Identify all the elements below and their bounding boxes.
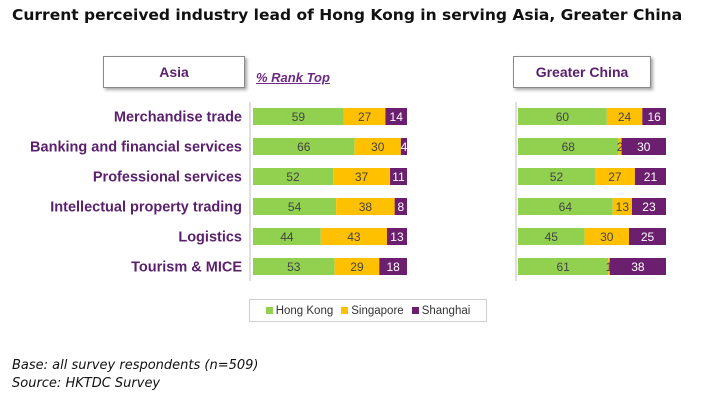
data-label-asia-merchandise-trade-hong-kong: 59 xyxy=(292,110,306,124)
bar-asia-logistics-hong-kong xyxy=(253,228,321,245)
category-label-banking-and-financial-services: Banking and financial services xyxy=(30,140,242,156)
data-label-greater-china-tourism-mice-singapore: 1 xyxy=(606,260,613,274)
bar-greater-china-tourism-mice-singapore xyxy=(608,258,610,275)
data-label-asia-intellectual-property-trading-singapore: 38 xyxy=(359,200,373,214)
data-label-asia-merchandise-trade-singapore: 27 xyxy=(358,110,372,124)
data-label-asia-banking-and-financial-services-hong-kong: 66 xyxy=(297,140,311,154)
data-label-greater-china-tourism-mice-hong-kong: 61 xyxy=(556,260,570,274)
data-label-greater-china-banking-and-financial-services-singapore: 2 xyxy=(617,140,624,154)
data-label-greater-china-merchandise-trade-singapore: 24 xyxy=(618,110,632,124)
bar-asia-professional-services-singapore xyxy=(333,168,391,185)
bar-greater-china-merchandise-trade-hong-kong xyxy=(518,108,607,125)
data-label-asia-intellectual-property-trading-shanghai: 8 xyxy=(397,200,404,214)
bar-greater-china-banking-and-financial-services-singapore xyxy=(618,138,622,155)
data-label-asia-tourism-mice-singapore: 29 xyxy=(350,260,364,274)
data-label-greater-china-professional-services-singapore: 27 xyxy=(608,170,622,184)
bar-asia-logistics-shanghai xyxy=(386,228,407,245)
bar-greater-china-tourism-mice-shanghai xyxy=(609,258,666,275)
bar-asia-logistics-singapore xyxy=(320,228,387,245)
bar-greater-china-professional-services-hong-kong xyxy=(518,168,595,185)
bar-greater-china-intellectual-property-trading-hong-kong xyxy=(518,198,613,215)
bar-asia-tourism-mice-hong-kong xyxy=(253,258,335,275)
data-label-greater-china-banking-and-financial-services-shanghai: 30 xyxy=(637,140,651,154)
greater-china-panel-header: Greater China xyxy=(513,56,651,88)
bar-greater-china-intellectual-property-trading-singapore xyxy=(612,198,632,215)
bar-asia-merchandise-trade-singapore xyxy=(343,108,386,125)
bar-asia-banking-and-financial-services-singapore xyxy=(354,138,401,155)
data-label-greater-china-professional-services-hong-kong: 52 xyxy=(550,170,564,184)
data-label-greater-china-intellectual-property-trading-singapore: 13 xyxy=(616,200,630,214)
bar-asia-banking-and-financial-services-shanghai xyxy=(400,138,407,155)
data-label-greater-china-tourism-mice-shanghai: 38 xyxy=(631,260,645,274)
data-label-asia-merchandise-trade-shanghai: 14 xyxy=(390,110,404,124)
legend-item-hong-kong: Hong Kong xyxy=(265,304,334,317)
legend-label-singapore: Singapore xyxy=(351,304,404,317)
bar-greater-china-logistics-hong-kong xyxy=(518,228,585,245)
data-label-greater-china-intellectual-property-trading-shanghai: 23 xyxy=(642,200,656,214)
legend-swatch-shanghai xyxy=(411,307,419,314)
legend-item-singapore: Singapore xyxy=(341,304,404,317)
bar-greater-china-tourism-mice-hong-kong xyxy=(518,258,609,275)
category-label-tourism-mice: Tourism & MICE xyxy=(131,260,242,276)
legend-label-shanghai: Shanghai xyxy=(421,304,471,317)
bar-greater-china-intellectual-property-trading-shanghai xyxy=(631,198,666,215)
bar-asia-intellectual-property-trading-singapore xyxy=(336,198,395,215)
bar-greater-china-merchandise-trade-singapore xyxy=(606,108,643,125)
data-label-greater-china-merchandise-trade-hong-kong: 60 xyxy=(556,110,570,124)
rank-top-label: % Rank Top xyxy=(256,70,330,85)
data-label-asia-banking-and-financial-services-singapore: 30 xyxy=(371,140,385,154)
bar-greater-china-logistics-singapore xyxy=(584,228,629,245)
data-label-asia-banking-and-financial-services-shanghai: 4 xyxy=(401,140,408,154)
data-label-greater-china-merchandise-trade-shanghai: 16 xyxy=(647,110,661,124)
legend-swatch-singapore xyxy=(341,307,349,314)
category-label-intellectual-property-trading: Intellectual property trading xyxy=(50,200,242,216)
legend-label-hong-kong: Hong Kong xyxy=(275,304,334,317)
data-label-greater-china-logistics-singapore: 30 xyxy=(600,230,614,244)
data-label-asia-professional-services-singapore: 37 xyxy=(355,170,369,184)
data-label-asia-tourism-mice-hong-kong: 53 xyxy=(287,260,301,274)
chart-legend: Hong Kong Singapore Shanghai xyxy=(249,299,487,322)
footnote-source: Source: HKTDC Survey xyxy=(12,376,161,391)
legend-swatch-hong-kong xyxy=(265,307,273,314)
legend-item-shanghai: Shanghai xyxy=(411,304,471,317)
data-label-greater-china-intellectual-property-trading-hong-kong: 64 xyxy=(559,200,573,214)
bar-greater-china-professional-services-shanghai xyxy=(634,168,666,185)
data-label-greater-china-professional-services-shanghai: 21 xyxy=(644,170,658,184)
data-label-asia-logistics-shanghai: 13 xyxy=(390,230,404,244)
bar-greater-china-logistics-shanghai xyxy=(629,228,666,245)
data-label-asia-professional-services-shanghai: 11 xyxy=(392,170,405,184)
footnote-base: Base: all survey respondents (n=509) xyxy=(12,358,259,373)
data-label-greater-china-logistics-hong-kong: 45 xyxy=(545,230,559,244)
bar-asia-merchandise-trade-hong-kong xyxy=(253,108,344,125)
bar-asia-tourism-mice-singapore xyxy=(334,258,380,275)
bar-asia-banking-and-financial-services-hong-kong xyxy=(253,138,355,155)
bar-asia-professional-services-hong-kong xyxy=(253,168,334,185)
category-label-merchandise-trade: Merchandise trade xyxy=(114,110,242,126)
bar-greater-china-merchandise-trade-shanghai xyxy=(642,108,666,125)
bar-greater-china-professional-services-singapore xyxy=(594,168,635,185)
bar-asia-merchandise-trade-shanghai xyxy=(385,108,407,125)
category-label-logistics: Logistics xyxy=(178,230,242,246)
data-label-greater-china-banking-and-financial-services-hong-kong: 68 xyxy=(562,140,576,154)
bar-asia-professional-services-shanghai xyxy=(390,168,407,185)
data-label-asia-intellectual-property-trading-hong-kong: 54 xyxy=(288,200,302,214)
asia-panel-header: Asia xyxy=(103,56,245,88)
bar-asia-intellectual-property-trading-hong-kong xyxy=(253,198,337,215)
bar-asia-intellectual-property-trading-shanghai xyxy=(394,198,407,215)
data-label-greater-china-logistics-shanghai: 25 xyxy=(641,230,655,244)
category-label-professional-services: Professional services xyxy=(93,170,242,186)
data-label-asia-logistics-singapore: 43 xyxy=(347,230,361,244)
chart-title: Current perceived industry lead of Hong … xyxy=(12,6,683,24)
data-label-asia-professional-services-hong-kong: 52 xyxy=(286,170,300,184)
data-label-asia-logistics-hong-kong: 44 xyxy=(280,230,294,244)
bar-greater-china-banking-and-financial-services-hong-kong xyxy=(518,138,619,155)
bar-greater-china-banking-and-financial-services-shanghai xyxy=(621,138,666,155)
bar-asia-tourism-mice-shanghai xyxy=(379,258,407,275)
data-label-asia-tourism-mice-shanghai: 18 xyxy=(386,260,400,274)
